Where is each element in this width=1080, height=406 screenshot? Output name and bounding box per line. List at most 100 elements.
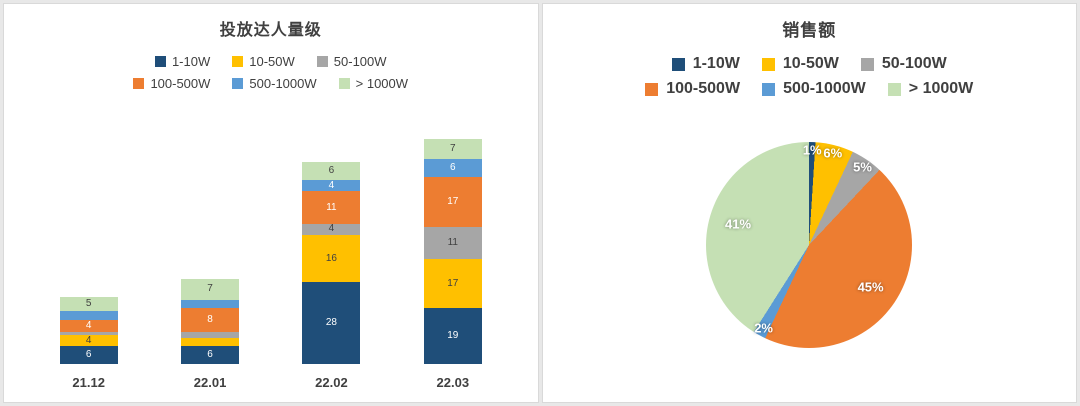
bar-value-label: 19 (447, 330, 459, 342)
pie-slice-label: 1% (802, 142, 822, 158)
bar-value-label: 16 (325, 252, 337, 264)
legend-swatch (232, 78, 244, 89)
legend-item-1-10w: 1-10W (671, 55, 740, 73)
legend-label: 50-100W (333, 54, 387, 69)
bar-value-label: 6 (328, 164, 335, 176)
legend-label: > 1000W (908, 80, 974, 97)
legend-item-1-10w: 1-10W (154, 54, 211, 69)
bar-value-label: 6 (450, 162, 456, 174)
bar-value-label: 11 (326, 201, 337, 213)
legend-row: 100-500W 500-1000W > 1000W (645, 80, 973, 98)
legend-swatch (645, 82, 659, 96)
pie-slice-label: 41% (725, 216, 752, 232)
legend-item-10-50w: 10-50W (761, 55, 839, 73)
bar-segment: 6 (59, 346, 118, 364)
legend-item-500-1000w: 500-1000W (762, 80, 866, 98)
x-axis: 21.12 22.01 22.02 22.03 (28, 375, 514, 390)
bar-value-label: 6 (85, 349, 92, 361)
legend-row: 1-10W 10-50W 50-100W (154, 54, 387, 69)
legend-label: 10-50W (782, 55, 839, 72)
legend-row: 1-10W 10-50W 50-100W (671, 55, 947, 73)
pie-slice-label: 5% (853, 159, 872, 175)
bar-value-label: 4 (85, 320, 92, 331)
bar-segment: 11 (423, 226, 482, 259)
bar-chart-legend: 1-10W 10-50W 50-100W 100-500W 500-1000W (4, 54, 538, 91)
legend-swatch (154, 56, 166, 67)
legend-item-50-100w: 50-100W (860, 55, 947, 73)
bar-value-label: 11 (447, 236, 458, 248)
bar-segment: 4 (59, 334, 118, 347)
bar-segment: 7 (423, 138, 482, 160)
pie-wrap: 1% 6% 5% 45% 2% 41% (543, 142, 1077, 348)
bar-value-label: 4 (328, 223, 335, 235)
legend-item-500-1000w: 500-1000W (232, 76, 317, 91)
x-axis-label: 21.12 (72, 375, 105, 390)
legend-item-10-50w: 10-50W (232, 54, 295, 69)
legend-item-100-500w: 100-500W (645, 80, 740, 98)
bar-22.03: 19 17 11 17 6 7 (423, 138, 482, 364)
legend-item-100-500w: 100-500W (133, 76, 210, 91)
bar-segment (59, 311, 118, 321)
bar-value-label: 17 (447, 195, 459, 207)
legend-swatch (887, 82, 901, 96)
bar-segment: 16 (302, 235, 361, 283)
legend-swatch (761, 57, 775, 71)
bar-segment: 28 (302, 282, 361, 364)
pie-chart-panel: 销售额 1-10W 10-50W 50-100W 100-500W (541, 3, 1077, 403)
bar-segment (181, 331, 240, 338)
bar-value-label: 7 (207, 283, 213, 295)
legend-label: 1-10W (171, 54, 211, 69)
bar-segment: 6 (423, 159, 482, 177)
legend-item-50-100w: 50-100W (316, 54, 387, 69)
bar-segment (59, 331, 118, 335)
legend-label: 1-10W (692, 55, 740, 72)
bar-value-label: 4 (85, 334, 92, 346)
legend-item-gt-1000w: > 1000W (887, 80, 974, 98)
bar-chart-panel: 投放达人量级 1-10W 10-50W 50-100W 100-500W (3, 3, 539, 403)
legend-swatch (671, 57, 685, 71)
bar-chart-title: 投放达人量级 (219, 22, 322, 39)
bar-segment: 17 (423, 176, 482, 227)
bar-segment (181, 337, 240, 347)
legend-swatch (316, 56, 328, 67)
legend-label: 50-100W (881, 55, 947, 72)
bar-value-label: 28 (325, 317, 337, 329)
bar-segment: 11 (302, 191, 361, 224)
legend-swatch (338, 78, 350, 89)
legend-label: 100-500W (666, 80, 741, 97)
bar-segment: 5 (59, 296, 118, 312)
legend-label: > 1000W (355, 76, 409, 91)
x-axis-label: 22.02 (315, 375, 348, 390)
bar-segment: 7 (181, 279, 240, 300)
bar-21.12: 6 4 4 5 (59, 296, 118, 364)
legend-swatch (860, 57, 874, 71)
bar-segment (181, 299, 240, 309)
legend-swatch (133, 78, 145, 89)
legend-label: 10-50W (249, 54, 295, 69)
pie-chart-legend: 1-10W 10-50W 50-100W 100-500W 500-1000W (543, 55, 1077, 98)
x-axis-label: 22.03 (436, 375, 470, 390)
pie: 1% 6% 5% 45% 2% 41% (706, 142, 913, 348)
bar-segment: 4 (302, 223, 361, 236)
legend-label: 500-1000W (783, 80, 866, 97)
pie-chart-title: 销售额 (782, 21, 837, 40)
pie-slice-label: 6% (823, 145, 843, 161)
bar-22.02: 28 16 4 11 4 6 (302, 162, 361, 364)
bar-segment: 19 (423, 308, 482, 364)
bar-22.01: 6 8 7 (181, 279, 240, 364)
x-axis-label: 22.01 (193, 375, 227, 390)
pie-slice-label: 2% (754, 320, 773, 336)
pie-slice-label: 45% (857, 279, 884, 295)
bar-segment: 17 (423, 258, 482, 309)
bar-plot: 6 4 4 5 6 8 7 28 16 4 11 4 6 19 17 11 17 6 7 (28, 130, 514, 364)
bar-value-label: 8 (207, 314, 213, 326)
legend-swatch (762, 82, 776, 96)
bar-segment: 6 (302, 162, 361, 180)
bar-value-label: 6 (207, 349, 213, 361)
bar-value-label: 5 (85, 298, 92, 310)
bar-value-label: 17 (447, 277, 459, 289)
bar-segment: 4 (59, 320, 118, 332)
legend-swatch (232, 56, 244, 67)
bar-segment: 6 (181, 346, 240, 364)
bar-value-label: 4 (328, 179, 335, 191)
